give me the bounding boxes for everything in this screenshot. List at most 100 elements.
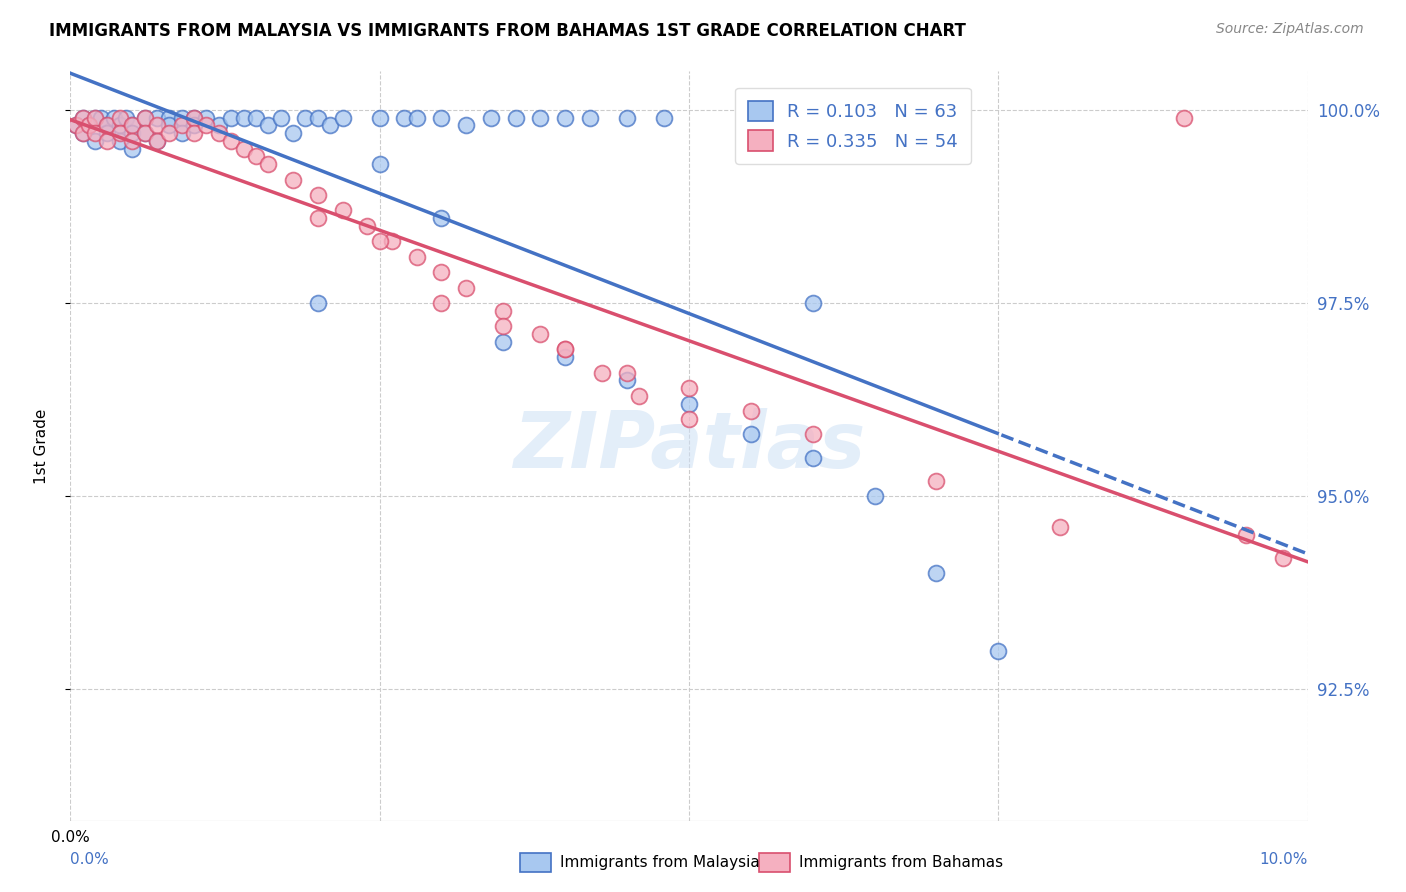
Point xyxy=(492,303,515,318)
Point xyxy=(492,334,515,349)
Point xyxy=(72,126,94,140)
Point xyxy=(146,134,169,148)
Point xyxy=(554,111,576,125)
Point xyxy=(678,412,700,426)
Point xyxy=(245,111,267,125)
Point xyxy=(103,111,125,125)
Point xyxy=(1271,551,1294,566)
Point xyxy=(134,126,156,140)
Point xyxy=(146,134,169,148)
Point xyxy=(616,373,638,387)
Point xyxy=(195,111,218,125)
Point xyxy=(170,119,193,133)
Point xyxy=(1049,520,1071,534)
Point xyxy=(356,219,378,233)
Point xyxy=(492,319,515,334)
Point xyxy=(157,119,180,133)
Point xyxy=(157,111,180,125)
Point xyxy=(245,149,267,163)
Point xyxy=(84,111,107,125)
Point xyxy=(430,296,453,310)
Point xyxy=(77,119,100,133)
Point xyxy=(84,111,107,125)
Point xyxy=(96,119,118,133)
Point xyxy=(157,126,180,140)
Text: IMMIGRANTS FROM MALAYSIA VS IMMIGRANTS FROM BAHAMAS 1ST GRADE CORRELATION CHART: IMMIGRANTS FROM MALAYSIA VS IMMIGRANTS F… xyxy=(49,22,966,40)
Point xyxy=(307,188,329,202)
Point xyxy=(77,119,100,133)
Point xyxy=(232,111,254,125)
Point xyxy=(987,643,1010,657)
Point xyxy=(134,111,156,125)
Point xyxy=(740,404,762,418)
Point xyxy=(430,265,453,279)
Text: ZIPatlas: ZIPatlas xyxy=(513,408,865,484)
Point xyxy=(307,111,329,125)
Point xyxy=(96,119,118,133)
Point xyxy=(65,119,87,133)
Point xyxy=(208,119,231,133)
Point xyxy=(115,111,138,125)
Point xyxy=(257,157,280,171)
Point xyxy=(456,119,478,133)
Point xyxy=(456,280,478,294)
Point xyxy=(96,134,118,148)
Point xyxy=(183,126,205,140)
Point xyxy=(628,389,651,403)
Point xyxy=(96,126,118,140)
Point xyxy=(146,111,169,125)
Legend: R = 0.103   N = 63, R = 0.335   N = 54: R = 0.103 N = 63, R = 0.335 N = 54 xyxy=(735,88,970,164)
Text: Immigrants from Bahamas: Immigrants from Bahamas xyxy=(799,855,1002,870)
Point xyxy=(405,250,427,264)
Point xyxy=(319,119,342,133)
Point xyxy=(307,296,329,310)
Point xyxy=(170,126,193,140)
Text: Immigrants from Malaysia: Immigrants from Malaysia xyxy=(560,855,759,870)
Point xyxy=(740,427,762,442)
Point xyxy=(529,111,551,125)
Point xyxy=(134,126,156,140)
Point xyxy=(505,111,527,125)
Point xyxy=(554,343,576,357)
Point xyxy=(616,111,638,125)
Point xyxy=(479,111,502,125)
Point xyxy=(84,126,107,140)
Point xyxy=(121,119,143,133)
Point xyxy=(121,126,143,140)
Point xyxy=(801,296,824,310)
Point xyxy=(368,111,391,125)
Point xyxy=(121,134,143,148)
Point xyxy=(863,489,886,503)
Point xyxy=(257,119,280,133)
Point xyxy=(90,111,112,125)
Point xyxy=(170,111,193,125)
Point xyxy=(108,134,131,148)
Point xyxy=(1234,528,1257,542)
Point xyxy=(430,111,453,125)
Point xyxy=(294,111,316,125)
Point xyxy=(183,111,205,125)
Point xyxy=(219,111,242,125)
Point xyxy=(405,111,427,125)
Point xyxy=(281,126,304,140)
Point xyxy=(232,142,254,156)
Point xyxy=(219,134,242,148)
Point xyxy=(307,211,329,226)
Point xyxy=(529,326,551,341)
Text: 0.0%: 0.0% xyxy=(70,852,110,866)
Point xyxy=(925,566,948,581)
Point xyxy=(72,126,94,140)
Point xyxy=(801,427,824,442)
Point xyxy=(183,119,205,133)
Point xyxy=(554,350,576,364)
Point xyxy=(270,111,292,125)
Point xyxy=(84,134,107,148)
Point xyxy=(281,172,304,186)
Point xyxy=(925,474,948,488)
Point xyxy=(72,111,94,125)
Point xyxy=(616,366,638,380)
Point xyxy=(121,119,143,133)
Point xyxy=(591,366,613,380)
Point xyxy=(554,343,576,357)
Point xyxy=(652,111,675,125)
